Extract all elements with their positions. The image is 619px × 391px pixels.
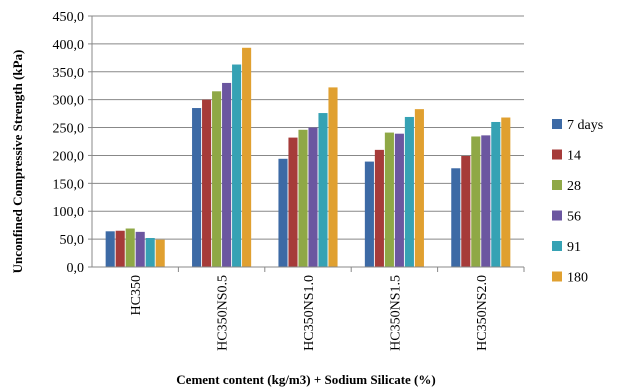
legend: 7 days 14 28 56 91 180 (552, 118, 603, 286)
legend-swatch (552, 119, 562, 129)
bar (298, 129, 308, 267)
bar (491, 121, 501, 267)
legend-label: 28 (567, 179, 581, 194)
bar (278, 158, 288, 267)
legend-swatch (552, 210, 562, 221)
bar (135, 231, 145, 267)
bar (145, 237, 155, 267)
bar (308, 127, 318, 267)
bar (461, 156, 471, 267)
y-tick-label: 100,0 (53, 205, 85, 220)
bar (232, 64, 242, 267)
y-tick-label: 300,0 (53, 94, 85, 109)
bar (364, 161, 374, 267)
y-tick-labels: 0,0 50,0 100,0 150,0 200,0 250,0 300,0 350,0 400… (53, 10, 92, 276)
bar (202, 99, 212, 268)
bar (451, 168, 461, 267)
x-axis-title: Cement content (kg/m3) + Sodium Silicate… (176, 372, 435, 387)
bar (125, 228, 135, 267)
legend-swatch (552, 241, 562, 251)
legend-label: 7 days (567, 118, 603, 133)
bar (242, 47, 252, 267)
x-tick-label: HC350 (129, 275, 144, 315)
y-tick-label: 50,0 (60, 233, 85, 248)
gridlines (92, 15, 524, 240)
bar (394, 133, 404, 267)
y-tick-label: 450,0 (53, 10, 85, 25)
legend-label: 56 (567, 210, 581, 225)
bar (328, 87, 338, 267)
legend-swatch (552, 271, 562, 282)
y-tick-label: 250,0 (53, 122, 85, 137)
bar (155, 239, 165, 267)
legend-swatch (552, 180, 562, 190)
legend-swatch (552, 149, 562, 160)
bar (222, 82, 232, 267)
y-tick-label: 0,0 (67, 261, 85, 276)
y-tick-label: 150,0 (53, 177, 85, 192)
bar (481, 135, 491, 267)
bar (115, 230, 125, 267)
bar (105, 231, 115, 267)
x-tick-label: HC350NS1.0 (302, 275, 317, 351)
bar (192, 108, 202, 268)
bar (501, 117, 511, 267)
bar (374, 149, 384, 267)
x-tick-label: HC350NS1.5 (388, 275, 403, 351)
bar (384, 132, 394, 267)
y-tick-label: 400,0 (53, 38, 85, 53)
y-tick-label: 200,0 (53, 149, 85, 164)
axes (91, 16, 524, 268)
bar (288, 137, 298, 267)
legend-label: 14 (567, 149, 581, 164)
bars (105, 47, 511, 268)
bar (404, 116, 414, 267)
x-tick-label: HC350NS2.0 (475, 275, 490, 351)
y-tick-label: 350,0 (53, 66, 85, 81)
y-axis-title: Unconfined Compressive Strength (kPa) (10, 50, 25, 274)
x-tick-labels: HC350 HC350NS0.5 HC350NS1.0 HC350NS1.5 HC350… (129, 267, 525, 351)
x-tick-label: HC350NS0.5 (216, 275, 231, 351)
bar (318, 113, 328, 267)
bar (212, 91, 222, 267)
bar (471, 136, 481, 267)
legend-label: 91 (567, 240, 581, 255)
legend-label: 180 (567, 271, 588, 286)
bar (414, 109, 424, 267)
